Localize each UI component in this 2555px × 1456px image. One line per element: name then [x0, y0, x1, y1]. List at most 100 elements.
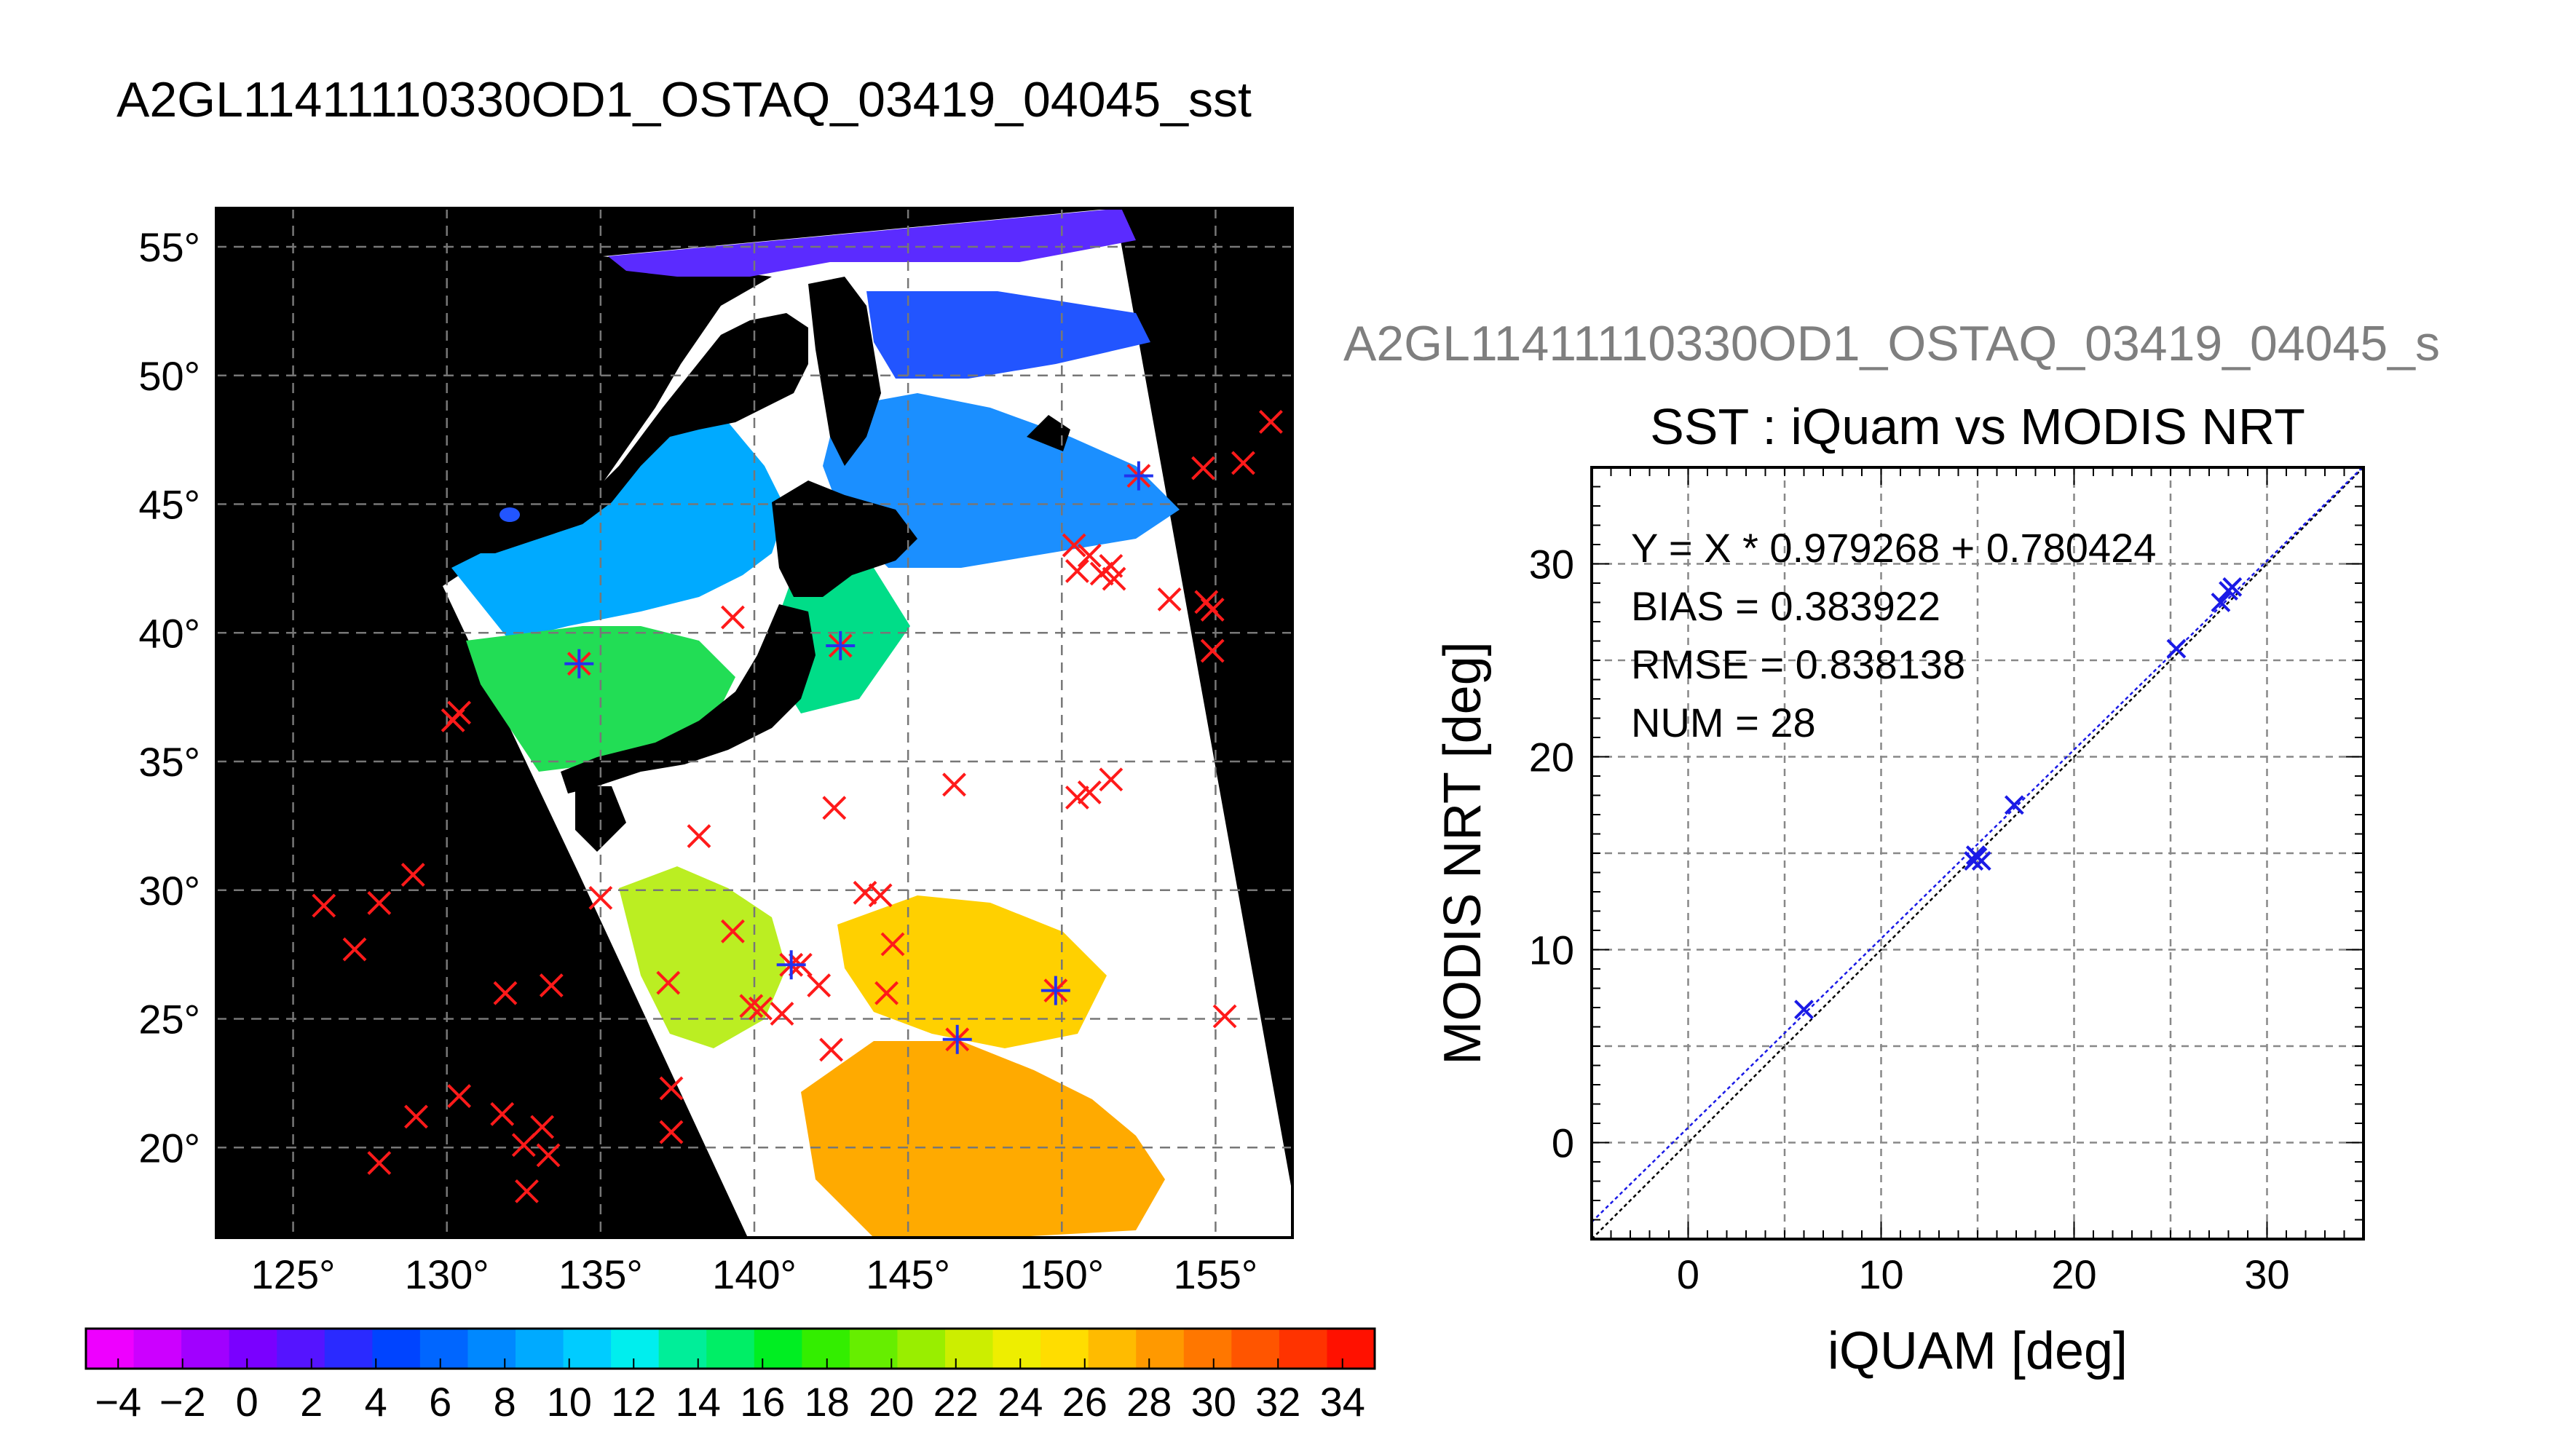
scatter-y-tick-label: 30 — [1529, 542, 1574, 587]
buoy-marker — [404, 1104, 428, 1129]
map-lat-tick-label: 40° — [138, 610, 200, 656]
colorbar-cell — [1136, 1329, 1185, 1369]
map-lon-tick-label: 150° — [1019, 1251, 1104, 1297]
buoy-marker — [588, 885, 613, 910]
colorbar-cell — [802, 1329, 850, 1369]
colorbar-tick-label: 10 — [547, 1379, 592, 1425]
colorbar-frame — [84, 1327, 1376, 1370]
colorbar-cell — [1040, 1329, 1089, 1369]
scatter-point — [1794, 1000, 1814, 1020]
map-grid — [216, 208, 1292, 1238]
map-lon-tick-label: 130° — [405, 1251, 489, 1297]
colorbar-tick-label: 30 — [1191, 1379, 1236, 1425]
colorbar-cell — [86, 1329, 135, 1369]
sst-band-kuril — [823, 393, 1180, 568]
buoy-marker — [868, 883, 893, 908]
land-russia — [451, 313, 808, 553]
map-lat-tick-label: 55° — [138, 224, 200, 270]
buoy-marker — [447, 700, 472, 725]
buoy-marker — [493, 981, 518, 1005]
buoy-marker — [1077, 543, 1102, 568]
stat-bias: BIAS = 0.383922 — [1631, 583, 1940, 629]
map-markers — [312, 409, 1283, 1203]
colorbar-tick-label: 28 — [1126, 1379, 1172, 1425]
scatter-x-tick-label: 0 — [1677, 1251, 1699, 1297]
colorbar-cell — [419, 1329, 469, 1369]
map-lon-tick-label: 155° — [1174, 1251, 1258, 1297]
colorbar-cell — [658, 1329, 707, 1369]
buoy-marker — [687, 824, 711, 848]
sst-band-okhotsk — [866, 291, 1150, 379]
colorbar-cell — [1279, 1329, 1328, 1369]
colorbar-tick-label: 34 — [1320, 1379, 1365, 1425]
scatter-plot: A2GL11411110330OD1_OSTAQ_03419_04045_s S… — [1343, 316, 2440, 1380]
scatter-y-tick-label: 20 — [1529, 735, 1574, 780]
colorbar-cell — [945, 1329, 994, 1369]
colorbar-cell — [849, 1329, 899, 1369]
scatter-title: SST : iQuam vs MODIS NRT — [1650, 398, 2305, 455]
colorbar-tick-label: 0 — [236, 1379, 258, 1425]
map-lon-tick-label: 140° — [712, 1251, 797, 1297]
buoy-marker — [880, 932, 905, 957]
scatter-point — [2211, 593, 2231, 612]
scatter-x-tick-label: 10 — [1858, 1251, 1903, 1297]
colorbar-cell — [277, 1329, 325, 1369]
colorbar-cell — [706, 1329, 755, 1369]
matched-marker — [776, 950, 806, 980]
colorbar-tick-label: 20 — [869, 1379, 914, 1425]
map-ticks: 125° 130° 135° 140° 145° 150° 155° 20° 25° 30° 35°… — [138, 224, 1257, 1297]
map-lon-tick-label: 125° — [251, 1251, 336, 1297]
colorbar-cell — [1088, 1329, 1137, 1369]
colorbar-tick-label: 26 — [1062, 1379, 1107, 1425]
buoy-marker — [536, 1143, 561, 1168]
map-lat-tick-label: 30° — [138, 868, 200, 914]
buoy-marker — [1259, 409, 1283, 434]
scatter-points — [1794, 577, 2243, 1020]
map-lat-tick-label: 20° — [138, 1125, 200, 1171]
map-lat-tick-label: 35° — [138, 739, 200, 785]
buoy-marker — [656, 970, 681, 995]
land-hokkaido — [772, 480, 917, 597]
matched-marker — [1124, 461, 1153, 491]
map-lat-tick-label: 50° — [138, 353, 200, 399]
colorbar-cell — [1183, 1329, 1232, 1369]
stat-rmse: RMSE = 0.838138 — [1631, 641, 1965, 687]
buoy-marker — [819, 1037, 843, 1062]
buoy-marker — [1065, 786, 1089, 810]
land-kyushu — [575, 786, 626, 852]
colorbar-tick-label: 24 — [998, 1379, 1043, 1425]
buoy-marker — [1200, 638, 1225, 663]
land-sakhalin — [808, 277, 881, 466]
scatter-ticks: 0 10 20 30 0 10 20 30 — [1529, 542, 2290, 1298]
colorbar-cell — [992, 1329, 1041, 1369]
colorbar-cell — [754, 1329, 802, 1369]
sst-band-south-orange — [801, 1041, 1165, 1238]
colorbar-tick-label: 2 — [300, 1379, 323, 1425]
colorbar-tick-label: 8 — [494, 1379, 516, 1425]
buoy-marker — [342, 937, 367, 962]
buoy-marker — [749, 996, 773, 1021]
colorbar-cell — [1327, 1329, 1375, 1369]
scatter-frame — [1590, 466, 2365, 1241]
colorbar-cell — [516, 1329, 564, 1369]
colorbar-tick-label: 4 — [365, 1379, 387, 1425]
matched-marker — [1040, 976, 1070, 1005]
scatter-point — [2222, 577, 2243, 597]
colorbar-tick-label: 32 — [1255, 1379, 1300, 1425]
buoy-marker — [1191, 456, 1215, 480]
sst-band-south-gold — [837, 895, 1107, 1048]
buoy-marker — [1102, 566, 1126, 591]
colorbar-tick-label: 22 — [933, 1379, 979, 1425]
scatter-point — [2004, 795, 2024, 815]
colorbar-tick-label: 14 — [676, 1379, 721, 1425]
buoy-marker — [1157, 587, 1182, 612]
buoy-marker — [1231, 451, 1255, 475]
buoy-marker — [807, 973, 832, 997]
land-kamchatka-tip — [1027, 415, 1070, 451]
buoy-marker — [515, 1179, 539, 1203]
buoy-marker — [721, 605, 745, 630]
map-lon-tick-label: 135° — [558, 1251, 643, 1297]
buoy-marker — [1065, 559, 1089, 583]
buoy-marker — [1200, 598, 1225, 622]
scatter-xlabel: iQUAM [deg] — [1828, 1322, 2128, 1380]
